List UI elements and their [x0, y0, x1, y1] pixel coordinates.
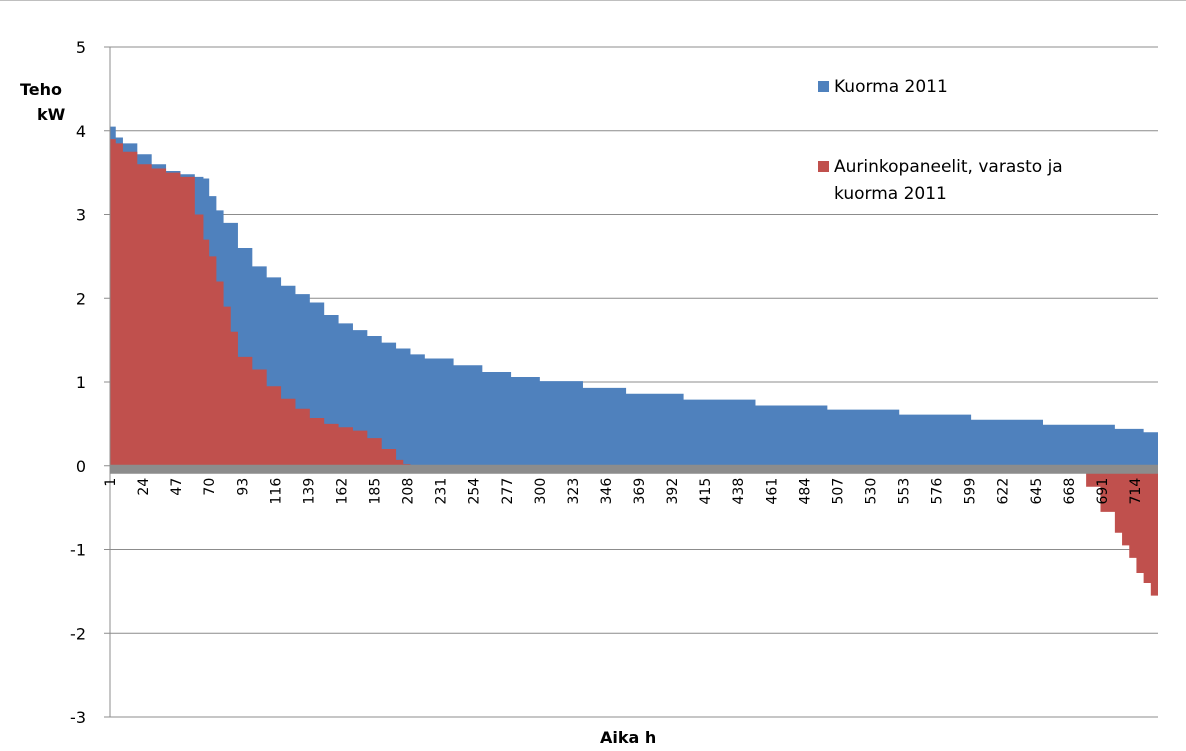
- x-tick-label: 277: [500, 478, 516, 505]
- y-tick-label: 4: [76, 122, 86, 141]
- x-tick-label: 461: [764, 478, 780, 505]
- x-tick-label: 691: [1095, 478, 1111, 505]
- x-tick-label: 70: [202, 478, 218, 496]
- x-tick-label: 484: [797, 478, 813, 505]
- legend-label-kuorma: Kuorma 2011: [834, 77, 948, 97]
- x-tick-label: 438: [731, 478, 747, 505]
- x-tick-label: 208: [401, 478, 417, 505]
- y-axis-title-line2: kW: [37, 105, 66, 124]
- legend-label-aurinko: Aurinkopaneelit, varasto ja kuorma 2011: [834, 157, 1063, 204]
- y-tick-label: 0: [76, 457, 86, 476]
- x-tick-label: 300: [533, 478, 549, 505]
- x-tick-label: 323: [566, 478, 582, 505]
- zero-axis-band: [110, 464, 1158, 474]
- x-tick-label: 369: [632, 478, 648, 505]
- x-tick-label: 714: [1128, 478, 1144, 505]
- x-tick-label: 415: [698, 478, 714, 505]
- x-tick-label: 116: [268, 478, 284, 505]
- legend-swatch: [818, 81, 829, 92]
- x-tick-label: 47: [169, 478, 185, 496]
- y-tick-label: 2: [76, 289, 86, 308]
- x-tick-label: 139: [301, 478, 317, 505]
- x-tick-label: 24: [136, 478, 152, 496]
- x-tick-label: 576: [930, 478, 946, 505]
- y-axis-title-line1: Teho: [20, 80, 62, 99]
- series-areas: [110, 126, 1158, 617]
- x-tick-label: 231: [434, 478, 450, 505]
- y-tick-label: -1: [70, 541, 86, 560]
- y-tick-label: 5: [76, 38, 86, 57]
- legend-swatch: [818, 161, 829, 172]
- y-tick-label: 1: [76, 373, 86, 392]
- y-tick-label: -3: [70, 708, 86, 727]
- x-tick-label: 507: [830, 478, 846, 505]
- x-tick-label: 93: [235, 478, 251, 496]
- x-axis-title: Aika h: [600, 728, 656, 747]
- x-tick-label: 392: [665, 478, 681, 505]
- x-tick-label: 645: [1029, 478, 1045, 505]
- legend: Kuorma 2011 Aurinkopaneelit, varasto ja ku…: [818, 77, 1063, 204]
- x-tick-label: 553: [897, 478, 913, 505]
- x-tick-label: 185: [368, 478, 384, 505]
- series-kuorma-area: [110, 126, 1158, 466]
- x-tick-label: 668: [1062, 478, 1078, 505]
- x-tick-label: 622: [996, 478, 1012, 505]
- axes: 5 4 3 2 1 0 -1 -2 -3 1 24 47 70 93 116 139 162 185 208 231 2…: [70, 38, 1158, 727]
- x-tick-label: 1: [103, 478, 119, 487]
- x-tick-label: 346: [599, 478, 615, 505]
- x-tick-label: 254: [467, 478, 483, 505]
- x-tick-label: 530: [863, 478, 879, 505]
- y-tick-label: -2: [70, 624, 86, 643]
- y-tick-label: 3: [76, 206, 86, 225]
- x-tick-label: 599: [963, 478, 979, 505]
- x-tick-label: 162: [334, 478, 350, 505]
